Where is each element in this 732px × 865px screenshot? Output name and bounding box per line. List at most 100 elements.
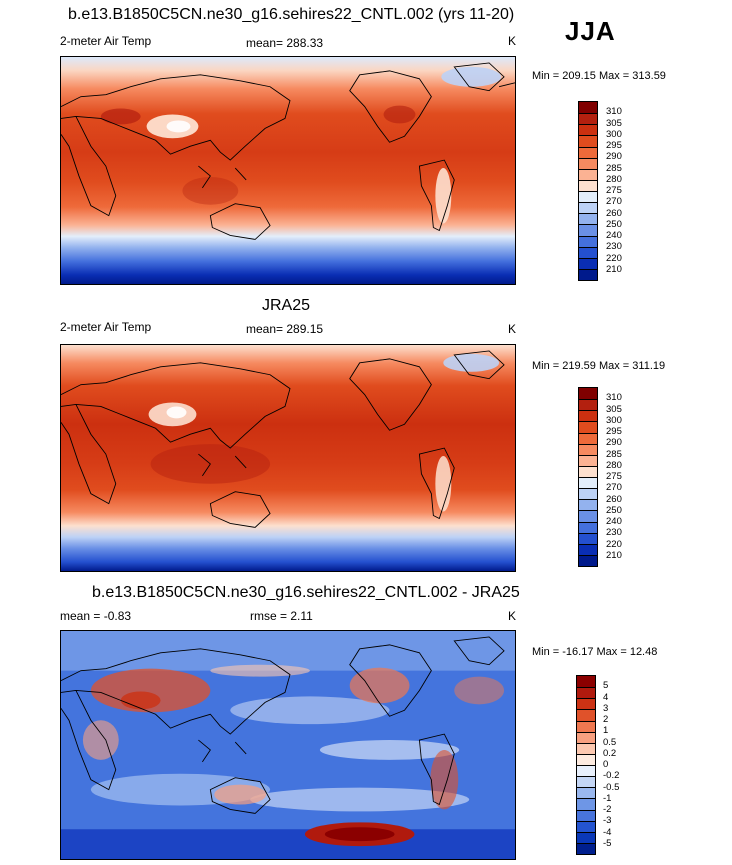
- colorbar-tick-label: 0.5: [603, 736, 617, 748]
- colorbar-swatch: [579, 191, 597, 203]
- colorbar-tick-label: -1: [603, 792, 612, 804]
- colorbar-swatch: [577, 742, 595, 754]
- colorbar-tick-label: 230: [606, 241, 622, 253]
- colorbar-swatch: [579, 521, 597, 533]
- colorbar-swatch: [577, 809, 595, 821]
- colorbar-swatch: [579, 224, 597, 236]
- colorbar-tick-label: 4: [603, 691, 609, 703]
- colorbar-swatch: [579, 454, 597, 466]
- panel3-mean-label: mean = -0.83: [60, 609, 132, 623]
- colorbar-tick-label: 280: [606, 173, 622, 185]
- colorbar-swatch: [579, 543, 597, 555]
- colorbar-swatch: [579, 443, 597, 455]
- colorbar-swatch: [579, 510, 597, 522]
- colorbar-swatch: [577, 676, 595, 688]
- colorbar-tick-label: 250: [606, 504, 622, 516]
- colorbar-tick-label: 3: [603, 702, 609, 714]
- colorbar-swatch: [579, 499, 597, 511]
- colorbar-tick-label: 285: [606, 448, 622, 460]
- colorbar-swatch: [577, 731, 595, 743]
- panel2-mean-label: mean= 289.15: [246, 322, 324, 336]
- colorbar-swatch: [577, 820, 595, 832]
- colorbar-tick-label: 250: [606, 218, 622, 230]
- colorbar-tick-label: 300: [606, 128, 622, 140]
- colorbar-swatch: [579, 179, 597, 191]
- colorbar-swatch: [579, 135, 597, 147]
- colorbar-tick-label: 275: [606, 185, 622, 196]
- colorbar-swatch: [579, 410, 597, 422]
- colorbar-tick-label: 310: [606, 106, 622, 118]
- colorbar-swatch: [579, 235, 597, 247]
- colorbar-tick-label: 300: [606, 414, 622, 426]
- colorbar-tick-label: 240: [606, 516, 622, 527]
- colorbar-tick-label: -2: [603, 804, 612, 815]
- colorbar-tick-label: -0.5: [603, 781, 620, 793]
- colorbar-swatch: [579, 488, 597, 500]
- colorbar-swatch: [579, 554, 597, 566]
- colorbar-swatch: [579, 168, 597, 180]
- colorbar-swatch: [577, 765, 595, 777]
- panel1-units-label: K: [508, 34, 517, 48]
- panel3-colorbar: [576, 675, 596, 855]
- panel3-map: [60, 630, 516, 860]
- colorbar-tick-label: 260: [606, 493, 622, 505]
- colorbar-swatch: [577, 709, 595, 721]
- colorbar-swatch: [577, 798, 595, 810]
- colorbar-tick-label: 270: [606, 482, 622, 494]
- panel1-title: b.e13.B1850C5CN.ne30_g16.sehires22_CNTL.…: [68, 6, 515, 23]
- panel2-range-label: Min = 219.59 Max = 311.19: [532, 360, 666, 372]
- colorbar-swatch: [577, 698, 595, 710]
- colorbar-tick-label: 290: [606, 437, 622, 449]
- colorbar-swatch: [579, 157, 597, 169]
- colorbar-tick-label: -0.2: [603, 770, 620, 782]
- colorbar-swatch: [579, 146, 597, 158]
- colorbar-tick-label: 0: [603, 759, 609, 770]
- colorbar-tick-label: 295: [606, 426, 622, 437]
- colorbar-swatch: [579, 399, 597, 411]
- colorbar-tick-label: 210: [606, 263, 622, 275]
- colorbar-swatch: [579, 213, 597, 225]
- colorbar-swatch: [579, 477, 597, 489]
- colorbar-tick-label: 1: [603, 725, 609, 737]
- panel1-colorbar: [578, 101, 598, 281]
- colorbar-swatch: [579, 113, 597, 125]
- colorbar-tick-label: 0.2: [603, 747, 617, 759]
- colorbar-tick-label: 240: [606, 230, 622, 241]
- panel1-mean-label: mean= 288.33: [246, 36, 324, 50]
- panel3-rmse-label: rmse = 2.11: [250, 609, 313, 623]
- colorbar-tick-label: -5: [603, 837, 612, 849]
- panel3-range-label: Min = -16.17 Max = 12.48: [532, 646, 658, 658]
- panel2-units-label: K: [508, 322, 517, 336]
- colorbar-swatch: [577, 753, 595, 765]
- colorbar-swatch: [577, 787, 595, 799]
- colorbar-tick-label: 210: [606, 549, 622, 561]
- panel1-variable-label: 2-meter Air Temp: [60, 34, 152, 48]
- colorbar-tick-label: -3: [603, 815, 612, 827]
- panel1-map: [60, 56, 516, 285]
- panel2-colorbar: [578, 387, 598, 567]
- colorbar-tick-label: 290: [606, 151, 622, 163]
- colorbar-swatch: [579, 202, 597, 214]
- colorbar-tick-label: 305: [606, 403, 622, 415]
- colorbar-swatch: [579, 532, 597, 544]
- colorbar-tick-label: -4: [603, 826, 612, 838]
- colorbar-swatch: [577, 842, 595, 854]
- colorbar-tick-label: 280: [606, 459, 622, 471]
- colorbar-swatch: [577, 776, 595, 788]
- colorbar-tick-label: 5: [603, 680, 609, 692]
- colorbar-tick-label: 285: [606, 162, 622, 174]
- panel2-variable-label: 2-meter Air Temp: [60, 320, 152, 334]
- colorbar-swatch: [577, 831, 595, 843]
- colorbar-swatch: [579, 124, 597, 136]
- colorbar-tick-label: 295: [606, 140, 622, 151]
- colorbar-swatch: [579, 268, 597, 280]
- panel1-range-label: Min = 209.15 Max = 313.59: [532, 70, 666, 82]
- colorbar-swatch: [579, 465, 597, 477]
- colorbar-tick-label: 305: [606, 117, 622, 129]
- colorbar-swatch: [577, 687, 595, 699]
- colorbar-swatch: [579, 421, 597, 433]
- colorbar-swatch: [579, 432, 597, 444]
- colorbar-swatch: [579, 246, 597, 258]
- colorbar-tick-label: 310: [606, 392, 622, 404]
- colorbar-tick-label: 230: [606, 527, 622, 539]
